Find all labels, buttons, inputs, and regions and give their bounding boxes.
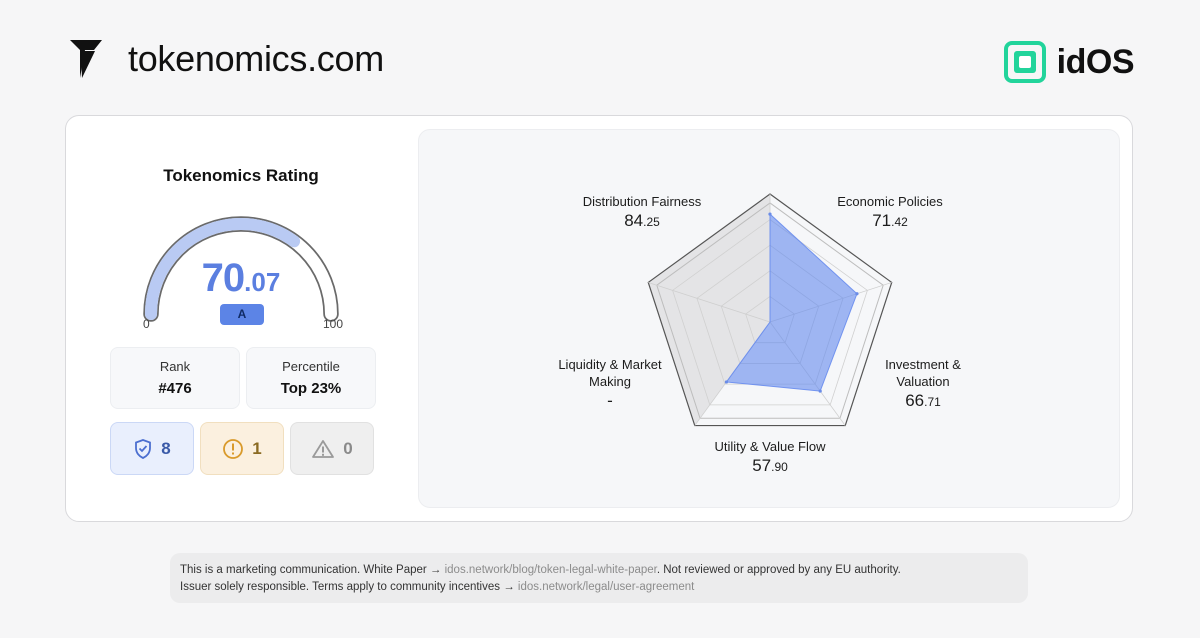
rating-score-int: 70 [201, 256, 245, 300]
disclaimer-line-1: This is a marketing communication. White… [180, 564, 901, 576]
partner-name: idOS [1056, 42, 1135, 81]
radar-outer-frame [647, 193, 893, 427]
radar-point-1 [855, 292, 859, 296]
disclaimer-line-2: Issuer solely responsible. Terms apply t… [180, 581, 695, 593]
radar-point-3 [724, 380, 729, 384]
axis-name: Utility & Value Flow [714, 439, 826, 454]
percentile-box: Percentile Top 23% [246, 347, 376, 409]
disclaimer-footer: This is a marketing communication. White… [170, 553, 1028, 603]
radar-point-2 [818, 389, 822, 393]
axis-value: 57.90 [752, 456, 788, 475]
axis-name: Investment & Valuation [885, 357, 961, 389]
brand-name: tokenomics.com [128, 38, 384, 79]
percentile-label: Percentile [282, 359, 340, 374]
axis-value: 71.42 [872, 211, 908, 230]
rating-title: Tokenomics Rating [163, 166, 319, 185]
radar-inner-frame [656, 202, 884, 419]
radar-missing-sector [648, 194, 770, 426]
rank-box: Rank #476 [110, 347, 240, 409]
gauge-min-label: 0 [143, 317, 150, 331]
user-agreement-link[interactable]: idos.network/legal/user-agreement [517, 581, 695, 593]
radar-grid-ring [672, 219, 868, 406]
shield-check-icon [135, 438, 152, 459]
radar-spoke [648, 282, 771, 323]
axis-label-investment: Investment & Valuation 66.71 [877, 356, 969, 411]
warning-flags-button[interactable]: 1 [200, 422, 284, 475]
pass-flags-button[interactable]: 8 [110, 422, 194, 475]
white-paper-link[interactable]: idos.network/blog/token-legal-white-pape… [444, 564, 657, 576]
rating-score: 70.07 [136, 256, 346, 301]
pass-count: 8 [161, 438, 171, 458]
axis-value: 84.25 [624, 211, 660, 230]
axis-label-distribution: Distribution Fairness 84.25 [567, 193, 717, 231]
alert-count: 0 [343, 438, 353, 458]
radar-point-0 [768, 212, 772, 216]
axis-label-liquidity: Liquidity & Market Making - [555, 356, 665, 411]
brand-logo[interactable]: tokenomics.com [68, 38, 384, 80]
axis-name: Economic Policies [837, 194, 943, 209]
alert-flags-button[interactable]: 0 [290, 422, 374, 475]
rating-gauge [143, 216, 339, 322]
radar-data-series [725, 213, 858, 392]
radar-chart [647, 193, 893, 427]
tokenomics-logo-icon [70, 40, 102, 78]
alert-triangle-icon [312, 439, 335, 458]
warning-circle-icon [223, 438, 244, 459]
rank-value: #476 [158, 380, 192, 397]
rating-card: Tokenomics Rating 70.07 A 0 100 Rank #47… [65, 115, 1133, 522]
axis-name: Distribution Fairness [582, 194, 702, 209]
gauge-fill [145, 218, 301, 320]
partner-logo[interactable]: idOS [1003, 40, 1135, 84]
rating-score-dec: .07 [244, 267, 281, 297]
rank-label: Rank [159, 359, 191, 374]
axis-name: Liquidity & Market Making [558, 357, 662, 389]
idos-logo-icon [1003, 41, 1046, 83]
grade-badge: A [220, 304, 264, 325]
rating-summary: Tokenomics Rating 70.07 A 0 100 Rank #47… [66, 116, 416, 521]
warning-count: 1 [252, 438, 262, 458]
axis-value: - [607, 391, 613, 410]
gauge-max-label: 100 [323, 317, 344, 331]
percentile-value: Top 23% [280, 380, 342, 397]
axis-label-utility: Utility & Value Flow 57.90 [695, 438, 845, 476]
axis-value: 66.71 [905, 391, 941, 410]
axis-label-economic: Economic Policies 71.42 [815, 193, 965, 231]
radar-chart-panel: Distribution Fairness 84.25 Economic Pol… [418, 129, 1120, 508]
